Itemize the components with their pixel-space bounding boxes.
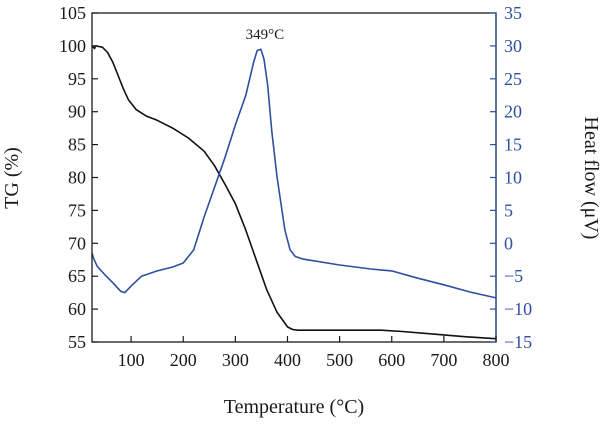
- left-y-tick-label: 60: [68, 299, 86, 319]
- left-y-tick-label: 105: [59, 3, 86, 23]
- peak-annotation: 349°C: [246, 27, 285, 43]
- right-y-tick-label: −5: [504, 266, 523, 286]
- x-tick-label: 700: [430, 350, 457, 370]
- right-y-tick-label: 35: [504, 3, 522, 23]
- right-y-tick-label: 15: [504, 135, 522, 155]
- x-tick-label: 300: [222, 350, 249, 370]
- right-y-axis-title: Heat flow (μV): [580, 117, 600, 240]
- right-y-tick-label: −10: [504, 299, 532, 319]
- right-y-tick-label: 5: [504, 200, 513, 220]
- left-y-tick-label: 65: [68, 266, 86, 286]
- right-y-tick-label: 20: [504, 102, 522, 122]
- right-y-tick-label: 0: [504, 233, 513, 253]
- x-tick-label: 500: [326, 350, 353, 370]
- x-tick-label: 400: [274, 350, 301, 370]
- x-tick-label: 200: [170, 350, 197, 370]
- left-y-axis-title: TG (%): [1, 147, 23, 209]
- left-y-tick-label: 55: [68, 332, 86, 352]
- right-y-tick-label: 10: [504, 168, 522, 188]
- left-y-tick-label: 75: [68, 200, 86, 220]
- right-y-tick-label: −15: [504, 332, 532, 352]
- left-y-tick-label: 80: [68, 168, 86, 188]
- left-y-tick-label: 90: [68, 102, 86, 122]
- right-y-tick-label: 30: [504, 36, 522, 56]
- x-tick-label: 600: [378, 350, 405, 370]
- right-y-tick-label: 25: [504, 69, 522, 89]
- axes-layer: 100 200 300 400 500 600 700 8005560657075808590…: [59, 3, 532, 370]
- x-tick-label: 100: [118, 350, 145, 370]
- x-tick-label: 800: [483, 350, 510, 370]
- heat-flow-curve-line: [91, 48, 497, 299]
- left-y-tick-label: 95: [68, 69, 86, 89]
- left-y-tick-label: 100: [59, 36, 86, 56]
- series-layer: [91, 45, 497, 340]
- tg-curve-line: [91, 45, 497, 340]
- plot-frame: [91, 12, 497, 343]
- x-axis-title: Temperature (°C): [224, 396, 364, 418]
- left-y-tick-label: 70: [68, 233, 86, 253]
- left-y-tick-label: 85: [68, 135, 86, 155]
